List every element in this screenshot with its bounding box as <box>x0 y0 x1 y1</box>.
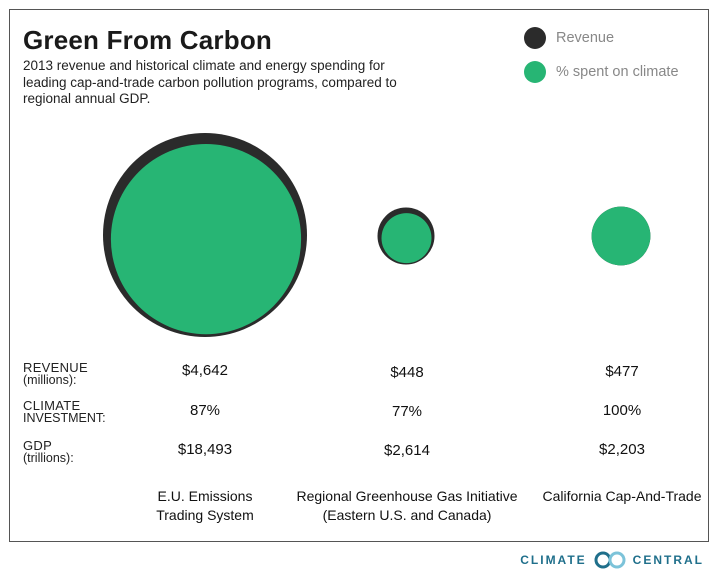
program-name: California Cap-And-Trade <box>502 487 720 506</box>
footer-logo-left: CLIMATE <box>520 553 587 567</box>
chart-title: Green From Carbon <box>23 25 272 55</box>
climate-value: 77% <box>391 403 423 420</box>
program-name: E.U. Emissions Trading System <box>85 487 325 525</box>
chart-subtitle: 2013 revenue and historical climate and … <box>23 58 397 106</box>
legend-label-climate: % spent on climate <box>556 64 679 80</box>
row-label-revenue-main: REVENUE <box>23 360 88 375</box>
row-label-climate-main: CLIMATE <box>23 398 81 413</box>
climate-spending-bubble <box>110 144 302 335</box>
program-name-line: E.U. Emissions <box>157 488 253 504</box>
footer-logo-right: CENTRAL <box>632 553 704 567</box>
row-label-gdp-sub: (trillions): <box>23 451 74 465</box>
revenue-value: $477 <box>605 363 639 380</box>
climate-value: 87% <box>189 402 221 419</box>
row-label-revenue: REVENUE (millions): <box>23 361 88 387</box>
gdp-value: $18,493 <box>177 441 233 458</box>
program-name: Regional Greenhouse Gas Initiative (East… <box>287 487 527 525</box>
row-label-climate-sub: INVESTMENT: <box>23 411 106 425</box>
row-label-revenue-sub: (millions): <box>23 373 77 387</box>
program-name-line: Trading System <box>156 507 254 523</box>
legend-item-revenue: Revenue <box>524 27 614 49</box>
program-name-line: Regional Greenhouse Gas Initiative <box>296 488 518 504</box>
climate-spending-bubble <box>591 206 651 266</box>
row-label-gdp: GDP (trillions): <box>23 439 74 465</box>
climate-spending-bubble <box>381 213 432 264</box>
footer-logo: CLIMATE CENTRAL <box>520 551 704 569</box>
gdp-value: $2,203 <box>599 441 645 458</box>
climate-value: 100% <box>602 402 642 419</box>
row-label-climate: CLIMATE INVESTMENT: <box>23 399 106 425</box>
program-name-line: (Eastern U.S. and Canada) <box>322 507 492 523</box>
legend-label-revenue: Revenue <box>556 30 615 46</box>
revenue-value: $448 <box>390 364 424 381</box>
legend-swatch-revenue <box>524 27 546 49</box>
legend-item-climate: % spent on climate <box>524 61 679 83</box>
gdp-value: $2,614 <box>384 442 430 459</box>
revenue-value: $4,642 <box>182 362 228 379</box>
climate-central-logo-icon <box>594 551 626 569</box>
legend-swatch-climate <box>524 61 546 83</box>
program-name-line: California Cap-And-Trade <box>542 488 702 504</box>
row-label-gdp-main: GDP <box>23 438 53 453</box>
